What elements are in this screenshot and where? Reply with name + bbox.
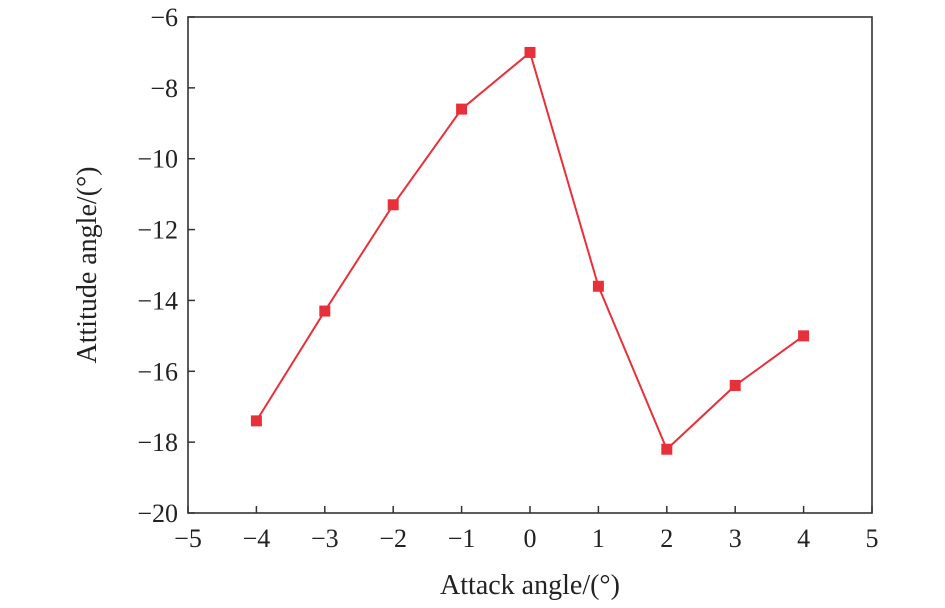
- data-point-marker: [798, 330, 810, 342]
- data-point-marker: [456, 103, 468, 115]
- data-point-marker: [319, 305, 331, 317]
- y-tick-label: −6: [150, 3, 178, 32]
- y-axis-title: Attitude angle/(°): [72, 166, 103, 363]
- data-point-marker: [387, 199, 399, 211]
- series-layer: [250, 46, 810, 455]
- x-tick-label: −2: [379, 524, 407, 553]
- y-tick-label: −20: [137, 499, 178, 528]
- x-tick-label: 0: [524, 524, 537, 553]
- data-point-marker: [250, 415, 262, 427]
- plot-frame: [187, 16, 873, 514]
- y-tick-label: −16: [137, 357, 178, 386]
- data-point-marker: [661, 443, 673, 455]
- x-axis-title: Attack angle/(°): [440, 570, 620, 601]
- data-point-marker: [524, 46, 536, 58]
- x-tick-label: 4: [797, 524, 810, 553]
- y-tick-label: −8: [150, 74, 178, 103]
- x-tick-label: −1: [448, 524, 476, 553]
- x-tick-label: 5: [866, 524, 879, 553]
- data-point-marker: [592, 280, 604, 292]
- plot-area: [187, 16, 873, 514]
- x-tick-label: 2: [660, 524, 673, 553]
- x-tick-label: −4: [243, 524, 271, 553]
- data-point-marker: [729, 379, 741, 391]
- y-tick-label: −12: [137, 216, 178, 245]
- axis-ticks: −5 −4 −3 −2 −1 0 1 2 3 4 5−20−18−16−14−12−10−8−6: [137, 3, 878, 553]
- x-tick-label: 1: [592, 524, 605, 553]
- y-tick-label: −14: [137, 286, 178, 315]
- x-tick-label: −3: [311, 524, 339, 553]
- x-tick-label: −5: [174, 524, 202, 553]
- series-line: [255, 50, 805, 451]
- x-tick-label: 3: [729, 524, 742, 553]
- y-tick-label: −10: [137, 145, 178, 174]
- y-tick-label: −18: [137, 428, 178, 457]
